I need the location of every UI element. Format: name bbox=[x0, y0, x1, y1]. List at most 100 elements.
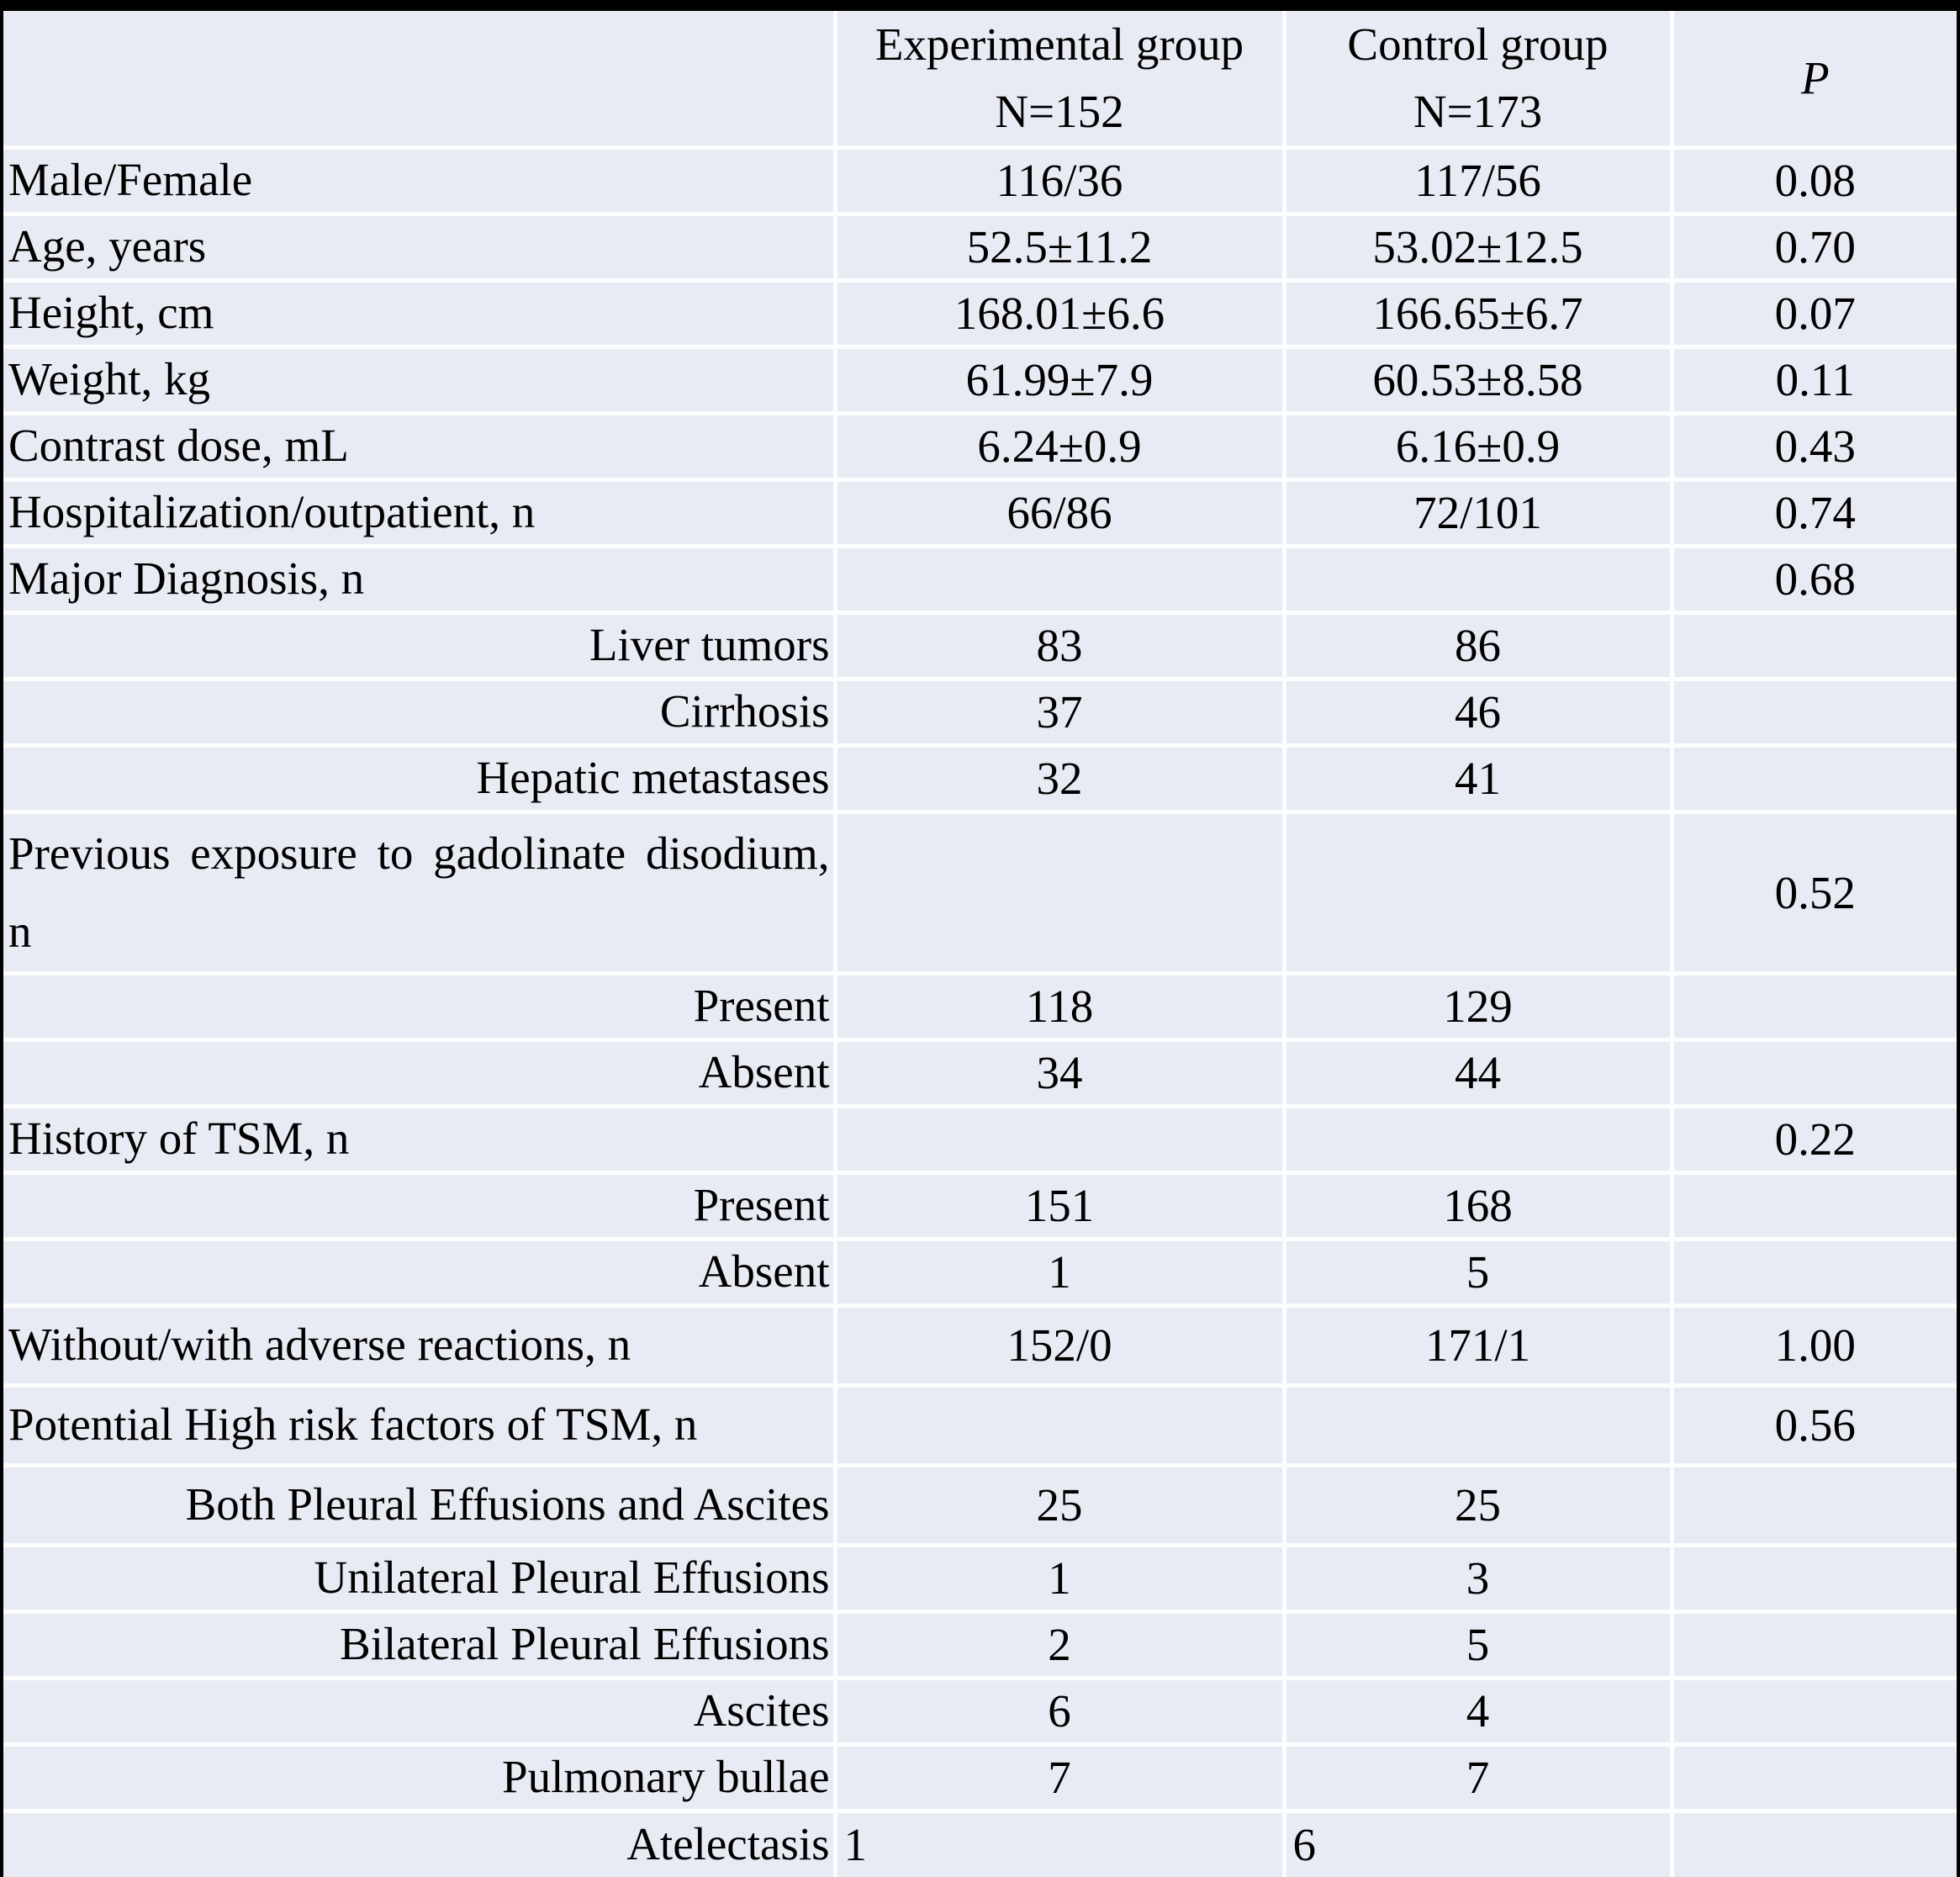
table-row: Pulmonary bullae 7 7 bbox=[3, 1742, 1957, 1813]
table-row: Liver tumors 83 86 bbox=[3, 610, 1957, 681]
cell-experimental-value: 152/0 bbox=[832, 1303, 1286, 1388]
cell-experimental-value: 2 bbox=[832, 1609, 1286, 1680]
cell-label: Absent bbox=[3, 1236, 837, 1308]
cell-control-value: 117/56 bbox=[1281, 145, 1674, 216]
cell-experimental-value: 6.24±0.9 bbox=[832, 410, 1286, 482]
cell-experimental-value: 118 bbox=[832, 970, 1286, 1042]
cell-experimental-value: 116/36 bbox=[832, 145, 1286, 216]
cell-control-value: 60.53±8.58 bbox=[1281, 344, 1674, 415]
cell-label: Hepatic metastases bbox=[3, 743, 837, 814]
cell-control-value: 7 bbox=[1281, 1742, 1674, 1813]
cell-experimental-value: 34 bbox=[832, 1037, 1286, 1108]
cell-label: Previous exposure to gadolinate disodium… bbox=[3, 809, 837, 976]
cell-label: Weight, kg bbox=[3, 344, 837, 415]
cell-p-value: 0.07 bbox=[1669, 278, 1957, 349]
cell-label: Atelectasis bbox=[3, 1808, 837, 1877]
cell-control-value: 72/101 bbox=[1281, 477, 1674, 548]
cell-label: Hospitalization/outpatient, n bbox=[3, 477, 837, 548]
cell-control-value bbox=[1281, 1103, 1674, 1175]
cell-p-value bbox=[1669, 1808, 1957, 1877]
cell-control-value: 4 bbox=[1281, 1675, 1674, 1747]
cell-label: Absent bbox=[3, 1037, 837, 1108]
cell-p-value: 0.68 bbox=[1669, 543, 1957, 615]
cell-label: Major Diagnosis, n bbox=[3, 543, 837, 615]
cell-control-value: 6.16±0.9 bbox=[1281, 410, 1674, 482]
cell-experimental-value: 37 bbox=[832, 676, 1286, 748]
cell-control-value: 6 bbox=[1281, 1808, 1674, 1877]
cell-experimental-value: 1 bbox=[832, 1542, 1286, 1614]
cell-p-value: 0.70 bbox=[1669, 211, 1957, 283]
cell-control-value: 86 bbox=[1281, 610, 1674, 681]
header-p-value: P bbox=[1669, 11, 1957, 150]
cell-label: Ascites bbox=[3, 1675, 837, 1747]
cell-control-value: 166.65±6.7 bbox=[1281, 278, 1674, 349]
cell-p-value: 0.22 bbox=[1669, 1103, 1957, 1175]
cell-experimental-value bbox=[832, 1383, 1286, 1467]
cell-experimental-value: 168.01±6.6 bbox=[832, 278, 1286, 349]
table-row: Ascites 6 4 bbox=[3, 1675, 1957, 1747]
cell-p-value bbox=[1669, 1462, 1957, 1547]
cell-control-value: 25 bbox=[1281, 1462, 1674, 1547]
cell-experimental-value: 25 bbox=[832, 1462, 1286, 1547]
cell-p-value bbox=[1669, 970, 1957, 1042]
table-row: Absent 34 44 bbox=[3, 1037, 1957, 1108]
header-control-line2: N=173 bbox=[1413, 85, 1543, 137]
cell-label: Liver tumors bbox=[3, 610, 837, 681]
table-row: Major Diagnosis, n 0.68 bbox=[3, 543, 1957, 615]
cell-experimental-value: 66/86 bbox=[832, 477, 1286, 548]
header-experimental-group: Experimental group N=152 bbox=[832, 11, 1286, 150]
table-row: Unilateral Pleural Effusions 1 3 bbox=[3, 1542, 1957, 1614]
cell-experimental-value bbox=[832, 543, 1286, 615]
cell-p-value: 0.52 bbox=[1669, 809, 1957, 976]
cell-p-value bbox=[1669, 1675, 1957, 1747]
cell-control-value: 44 bbox=[1281, 1037, 1674, 1108]
cell-control-value: 129 bbox=[1281, 970, 1674, 1042]
cell-label: Bilateral Pleural Effusions bbox=[3, 1609, 837, 1680]
cell-label: Potential High risk factors of TSM, n bbox=[3, 1383, 837, 1467]
table-row: History of TSM, n 0.22 bbox=[3, 1103, 1957, 1175]
cell-experimental-value: 151 bbox=[832, 1170, 1286, 1241]
cell-experimental-value: 7 bbox=[832, 1742, 1286, 1813]
cell-p-value: 0.43 bbox=[1669, 410, 1957, 482]
table-row: Height, cm 168.01±6.6 166.65±6.7 0.07 bbox=[3, 278, 1957, 349]
header-characteristic-cell bbox=[3, 11, 837, 150]
cell-p-value: 0.74 bbox=[1669, 477, 1957, 548]
header-control-line1: Control group bbox=[1347, 19, 1609, 70]
cell-p-value: 1.00 bbox=[1669, 1303, 1957, 1388]
cell-p-value bbox=[1669, 610, 1957, 681]
cell-control-value: 3 bbox=[1281, 1542, 1674, 1614]
cell-control-value: 5 bbox=[1281, 1609, 1674, 1680]
cell-control-value: 53.02±12.5 bbox=[1281, 211, 1674, 283]
cell-label: Both Pleural Effusions and Ascites bbox=[3, 1462, 837, 1547]
table-row: Contrast dose, mL 6.24±0.9 6.16±0.9 0.43 bbox=[3, 410, 1957, 482]
header-experimental-line2: N=152 bbox=[995, 85, 1124, 137]
table-row: Hepatic metastases 32 41 bbox=[3, 743, 1957, 814]
table-row: Age, years 52.5±11.2 53.02±12.5 0.70 bbox=[3, 211, 1957, 283]
cell-label: Present bbox=[3, 1170, 837, 1241]
cell-label: Male/Female bbox=[3, 145, 837, 216]
header-row: Experimental group N=152 Control group N… bbox=[3, 11, 1957, 150]
cell-label: Height, cm bbox=[3, 278, 837, 349]
table-row: Both Pleural Effusions and Ascites 25 25 bbox=[3, 1462, 1957, 1547]
cell-control-value: 168 bbox=[1281, 1170, 1674, 1241]
header-control-group: Control group N=173 bbox=[1281, 11, 1674, 150]
cell-experimental-value: 1 bbox=[832, 1236, 1286, 1308]
table-row: Male/Female 116/36 117/56 0.08 bbox=[3, 145, 1957, 216]
cell-experimental-value: 32 bbox=[832, 743, 1286, 814]
cell-control-value bbox=[1281, 809, 1674, 976]
cell-p-value bbox=[1669, 1170, 1957, 1241]
table-row: Hospitalization/outpatient, n 66/86 72/101… bbox=[3, 477, 1957, 548]
table-row: Absent 1 5 bbox=[3, 1236, 1957, 1308]
table-row: Weight, kg 61.99±7.9 60.53±8.58 0.11 bbox=[3, 344, 1957, 415]
table-row: Previous exposure to gadolinate disodium… bbox=[3, 809, 1957, 976]
cell-control-value bbox=[1281, 1383, 1674, 1467]
table-body: Male/Female 116/36 117/56 0.08 Age, years 52.… bbox=[3, 145, 1957, 1877]
cell-p-value bbox=[1669, 1542, 1957, 1614]
cell-label: Without/with adverse reactions, n bbox=[3, 1303, 837, 1388]
cell-control-value: 171/1 bbox=[1281, 1303, 1674, 1388]
cell-label: Present bbox=[3, 970, 837, 1042]
cell-control-value: 5 bbox=[1281, 1236, 1674, 1308]
table-row: Bilateral Pleural Effusions 2 5 bbox=[3, 1609, 1957, 1680]
table-row: Cirrhosis 37 46 bbox=[3, 676, 1957, 748]
header-experimental-line1: Experimental group bbox=[874, 19, 1244, 70]
